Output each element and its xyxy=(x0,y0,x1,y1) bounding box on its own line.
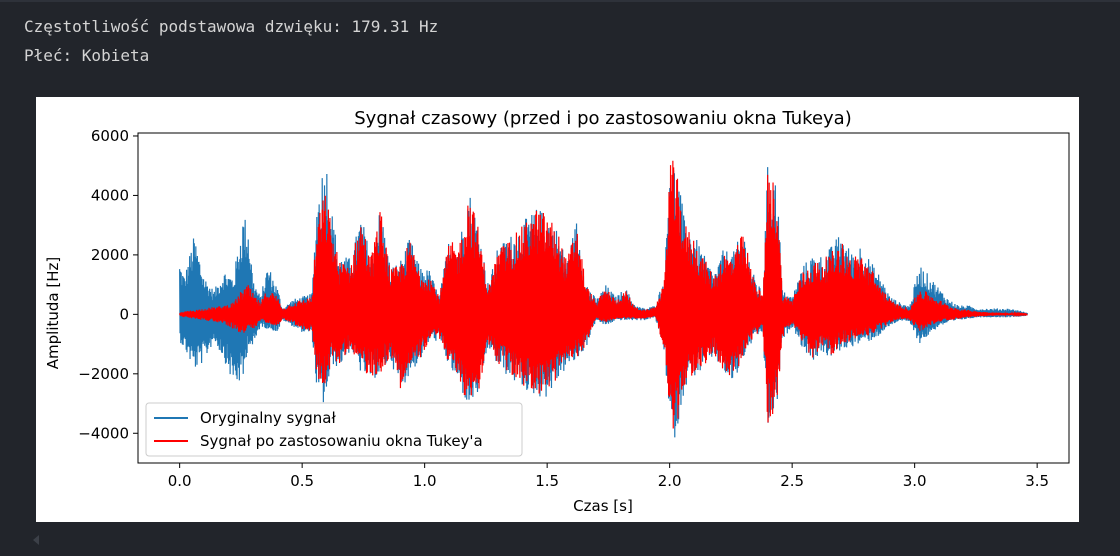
x-axis-label: Czas [s] xyxy=(573,497,633,515)
y-tick-label: 0 xyxy=(119,305,129,323)
signal-chart: Sygnał czasowy (przed i po zastosowaniu … xyxy=(44,108,1070,515)
x-tick-label: 3.5 xyxy=(1025,472,1049,490)
legend-label-1: Oryginalny sygnał xyxy=(200,409,336,427)
x-tick-label: 2.0 xyxy=(658,472,682,490)
y-tick-label: −4000 xyxy=(78,424,129,442)
x-axis-ticks: 0.0 0.5 1.0 1.5 2.0 2.5 3.0 3.5 xyxy=(168,463,1049,490)
series-line-2 xyxy=(179,160,1028,429)
y-axis-ticks: −4000 −2000 0 2000 4000 6000 xyxy=(78,127,138,442)
chart-title: Sygnał czasowy (przed i po zastosowaniu … xyxy=(354,108,851,129)
y-tick-label: −2000 xyxy=(78,365,129,383)
x-tick-label: 0.5 xyxy=(290,472,314,490)
output-gender: Płeć: Kobieta xyxy=(24,46,150,65)
y-tick-label: 4000 xyxy=(91,186,129,204)
x-tick-label: 3.0 xyxy=(903,472,927,490)
x-tick-label: 0.0 xyxy=(168,472,192,490)
axes-frame xyxy=(137,132,1070,464)
scroll-left-arrow-icon[interactable] xyxy=(33,535,39,545)
y-tick-label: 6000 xyxy=(91,127,129,145)
cell-top-border xyxy=(0,0,1120,2)
y-tick-label: 2000 xyxy=(91,246,129,264)
output-fundamental-frequency: Częstotliwość podstawowa dzwięku: 179.31… xyxy=(24,17,439,36)
x-tick-label: 1.5 xyxy=(535,472,559,490)
y-axis-label: Amplituda [Hz] xyxy=(44,257,62,369)
series-layer xyxy=(179,160,1028,438)
legend-box xyxy=(145,402,523,457)
legend: Oryginalny sygnał Sygnał po zastosowaniu … xyxy=(145,402,523,457)
x-tick-label: 1.0 xyxy=(413,472,437,490)
legend-label-2: Sygnał po zastosowaniu okna Tukey'a xyxy=(200,432,483,450)
x-tick-label: 2.5 xyxy=(780,472,804,490)
figure: Sygnał czasowy (przed i po zastosowaniu … xyxy=(36,97,1079,522)
